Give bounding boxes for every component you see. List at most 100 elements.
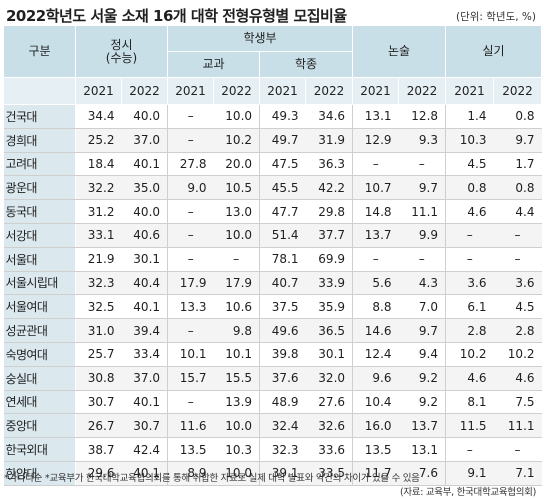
table-cell: 49.3: [259, 104, 306, 129]
table-cell: –: [167, 318, 214, 343]
table-cell: 16.0: [352, 413, 399, 439]
table-cell: 40.1: [121, 294, 168, 320]
table-cell: 30.7: [121, 413, 168, 439]
table-cell: 10.0: [213, 460, 260, 486]
table-row: 한국외대 38.7 42.4 13.5 10.3 32.3 33.6 13.5 13.1– –: [3, 437, 542, 462]
table-cell: 37.6: [259, 365, 306, 391]
table-cell: 9.7: [398, 175, 446, 201]
table-cell: 29.6: [75, 460, 122, 486]
table-cell: 40.0: [121, 104, 168, 129]
table-cell: 9.8: [213, 318, 260, 343]
header-jeongsi: 정시 (수능): [74, 25, 169, 78]
table-cell: 3.6: [493, 270, 542, 296]
university-name: 서울대: [3, 246, 76, 272]
table-cell: 40.4: [121, 270, 168, 296]
table-cell: –: [493, 437, 542, 462]
table-cell: 20.0: [213, 151, 260, 177]
table-cell: –: [352, 151, 399, 177]
table-cell: 25.2: [75, 127, 122, 153]
table-cell: 42.2: [305, 175, 353, 201]
table-cell: 9.3: [398, 127, 446, 153]
table-cell: 35.0: [121, 175, 168, 201]
table-cell: –: [445, 437, 494, 462]
table-cell: 4.6: [493, 365, 542, 391]
table-cell: 9.2: [398, 365, 446, 391]
header-hakjong: 학종: [259, 51, 354, 78]
table-cell: 13.0: [213, 199, 260, 224]
university-name: 중앙대: [3, 413, 76, 439]
university-name: 서울시립대: [3, 270, 76, 296]
table-cell: 10.2: [445, 341, 494, 367]
university-name: 한국외대: [3, 437, 76, 462]
table-cell: 33.9: [305, 270, 353, 296]
table-cell: 11.5: [445, 413, 494, 439]
table-cell: 13.1: [352, 104, 399, 129]
table-cell: 39.4: [121, 318, 168, 343]
table-row: 연세대 30.7 40.1–13.9 48.9 27.6 10.4 9.2 8.1 7.5: [3, 389, 542, 415]
table-cell: 2.8: [445, 318, 494, 343]
header-year: 2022: [213, 77, 261, 105]
table-row: 서울대 21.9 30.1– –78.1 69.9– – – –: [3, 246, 542, 272]
table-cell: 40.0: [121, 199, 168, 224]
table-cell: 10.0: [213, 104, 260, 129]
table-cell: 10.2: [213, 127, 260, 153]
table-cell: –: [398, 246, 446, 272]
table-cell: –: [493, 246, 542, 272]
table-cell: 45.5: [259, 175, 306, 201]
source-note: (자료: 교육부, 한국대학교육협의회): [399, 487, 536, 498]
header-year: 2022: [305, 77, 354, 105]
table-cell: 4.5: [445, 151, 494, 177]
table-cell: 8.8: [352, 294, 399, 320]
table-cell: 0.8: [493, 104, 542, 129]
table-cell: –: [167, 127, 214, 153]
table-cell: 27.6: [305, 389, 353, 415]
page-title: 2022학년도 서울 소재 16개 대학 전형유형별 모집비율: [6, 7, 347, 25]
table-row: 숙명여대 25.7 33.4 10.1 10.1 39.8 30.1 12.4 9.4 10.2 1…: [3, 341, 542, 367]
table-cell: 47.5: [259, 151, 306, 177]
table-cell: 3.6: [445, 270, 494, 296]
table-cell: 13.3: [167, 294, 214, 320]
table-cell: –: [398, 151, 446, 177]
table-cell: 49.6: [259, 318, 306, 343]
table-cell: 42.4: [121, 437, 168, 462]
table-cell: –: [352, 246, 399, 272]
university-name: 숙명여대: [3, 341, 76, 367]
table-cell: 29.8: [305, 199, 353, 224]
table-cell: 30.8: [75, 365, 122, 391]
header-jeongsi-sub: (수능): [105, 50, 138, 65]
university-name: 연세대: [3, 389, 76, 415]
table-cell: 39.8: [259, 341, 306, 367]
table-cell: 34.4: [75, 104, 122, 129]
header-year: 2021: [445, 77, 495, 105]
table-cell: 32.4: [259, 413, 306, 439]
table-cell: 8.9: [167, 460, 214, 486]
table-cell: –: [167, 199, 214, 224]
table-cell: 69.9: [305, 246, 353, 272]
table-cell: 40.1: [121, 460, 168, 486]
table-cell: 7.6: [398, 460, 446, 486]
university-name: 건국대: [3, 104, 76, 129]
table-row: 고려대 18.4 40.1 27.8 20.0 47.5 36.3– –4.5 1.7: [3, 151, 542, 177]
table-cell: 31.9: [305, 127, 353, 153]
header-hakseng: 학생부: [167, 25, 354, 52]
table-cell: –: [167, 104, 214, 129]
table-cell: 5.6: [352, 270, 399, 296]
table-cell: 18.4: [75, 151, 122, 177]
university-name: 고려대: [3, 151, 76, 177]
table-cell: 32.3: [75, 270, 122, 296]
table-cell: 37.7: [305, 222, 353, 248]
table-cell: 10.0: [213, 222, 260, 248]
table-cell: 11.1: [493, 413, 542, 439]
table-cell: 35.9: [305, 294, 353, 320]
table-cell: 31.0: [75, 318, 122, 343]
header-gyogwa: 교과: [167, 51, 261, 78]
table-cell: 7.0: [398, 294, 446, 320]
table-cell: 13.1: [398, 437, 446, 462]
table-cell: 12.4: [352, 341, 399, 367]
admission-ratio-table: 구분 정시 (수능) 학생부 논술 실기 교과 학종 2021 2022 2021 2…: [3, 25, 543, 486]
table-cell: 0.8: [493, 175, 542, 201]
table-cell: 10.4: [352, 389, 399, 415]
university-name: 성균관대: [3, 318, 76, 343]
header-year: 2021: [259, 77, 307, 105]
university-name: 한양대: [3, 460, 76, 486]
